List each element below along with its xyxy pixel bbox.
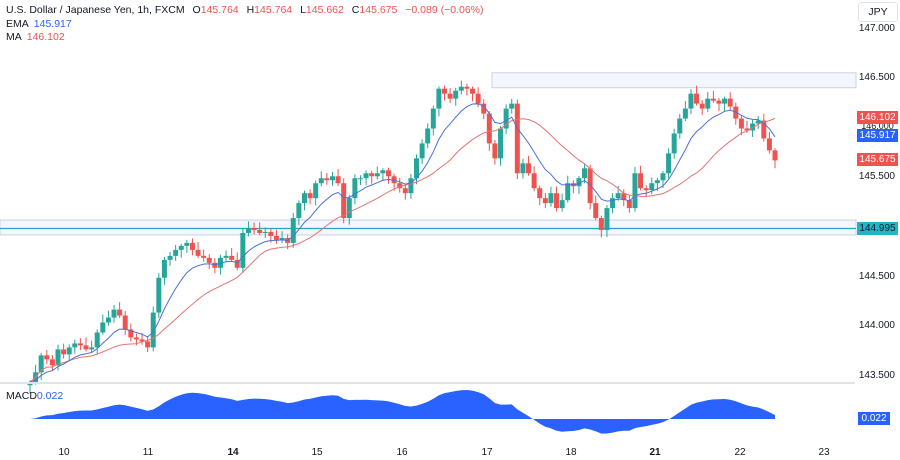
- close-value: 145.675: [359, 4, 398, 16]
- macd-tag: 0.022: [858, 412, 890, 425]
- price-tick: 144.500: [858, 271, 895, 282]
- ma-label: MA: [6, 31, 22, 43]
- symbol-title: U.S. Dollar / Japanese Yen, 1h, FXCM: [6, 4, 185, 16]
- date-tick: 15: [311, 447, 323, 458]
- price-tag-support: 144.995: [857, 222, 898, 235]
- date-tick: 14: [227, 447, 239, 458]
- high-value: 145.764: [254, 4, 293, 16]
- date-tick: 21: [649, 447, 661, 458]
- change-value: −0.089 (−0.06%): [405, 4, 484, 16]
- horizontal-zones: [0, 72, 857, 236]
- ema-value: 145.917: [33, 17, 72, 30]
- low-value: 145.662: [305, 4, 344, 16]
- chart-legend: U.S. Dollar / Japanese Yen, 1h, FXCM O14…: [6, 4, 484, 43]
- macd-value: 0.022: [36, 390, 64, 402]
- date-tick: 10: [58, 447, 70, 458]
- price-tag-ema: 145.917: [857, 129, 898, 142]
- macd-area: [30, 390, 775, 434]
- price-tick: 146.500: [858, 72, 895, 83]
- macd-label: MACD: [6, 390, 37, 402]
- date-tick: 22: [734, 447, 746, 458]
- ma-value: 146.102: [26, 31, 65, 43]
- macd-legend: MACD0.022: [6, 390, 63, 402]
- price-tick: 145.500: [858, 171, 895, 182]
- ema-label: EMA: [6, 17, 29, 30]
- date-tick: 18: [565, 447, 577, 458]
- price-tick: 143.500: [858, 370, 895, 381]
- candlesticks: [27, 80, 778, 394]
- open-value: 145.764: [200, 4, 239, 16]
- date-tick: 16: [396, 447, 408, 458]
- date-tick: 17: [481, 447, 493, 458]
- date-tick: 11: [142, 447, 154, 458]
- currency-button[interactable]: JPY: [858, 2, 898, 22]
- ema-line: [29, 103, 776, 383]
- price-tick: 144.000: [858, 320, 895, 331]
- price-tag-last: 145.675: [857, 153, 898, 166]
- date-tick: 23: [818, 447, 830, 458]
- price-tick: 147.000: [858, 23, 895, 34]
- price-tag-ma: 146.102: [857, 111, 898, 124]
- ma-line: [29, 117, 776, 383]
